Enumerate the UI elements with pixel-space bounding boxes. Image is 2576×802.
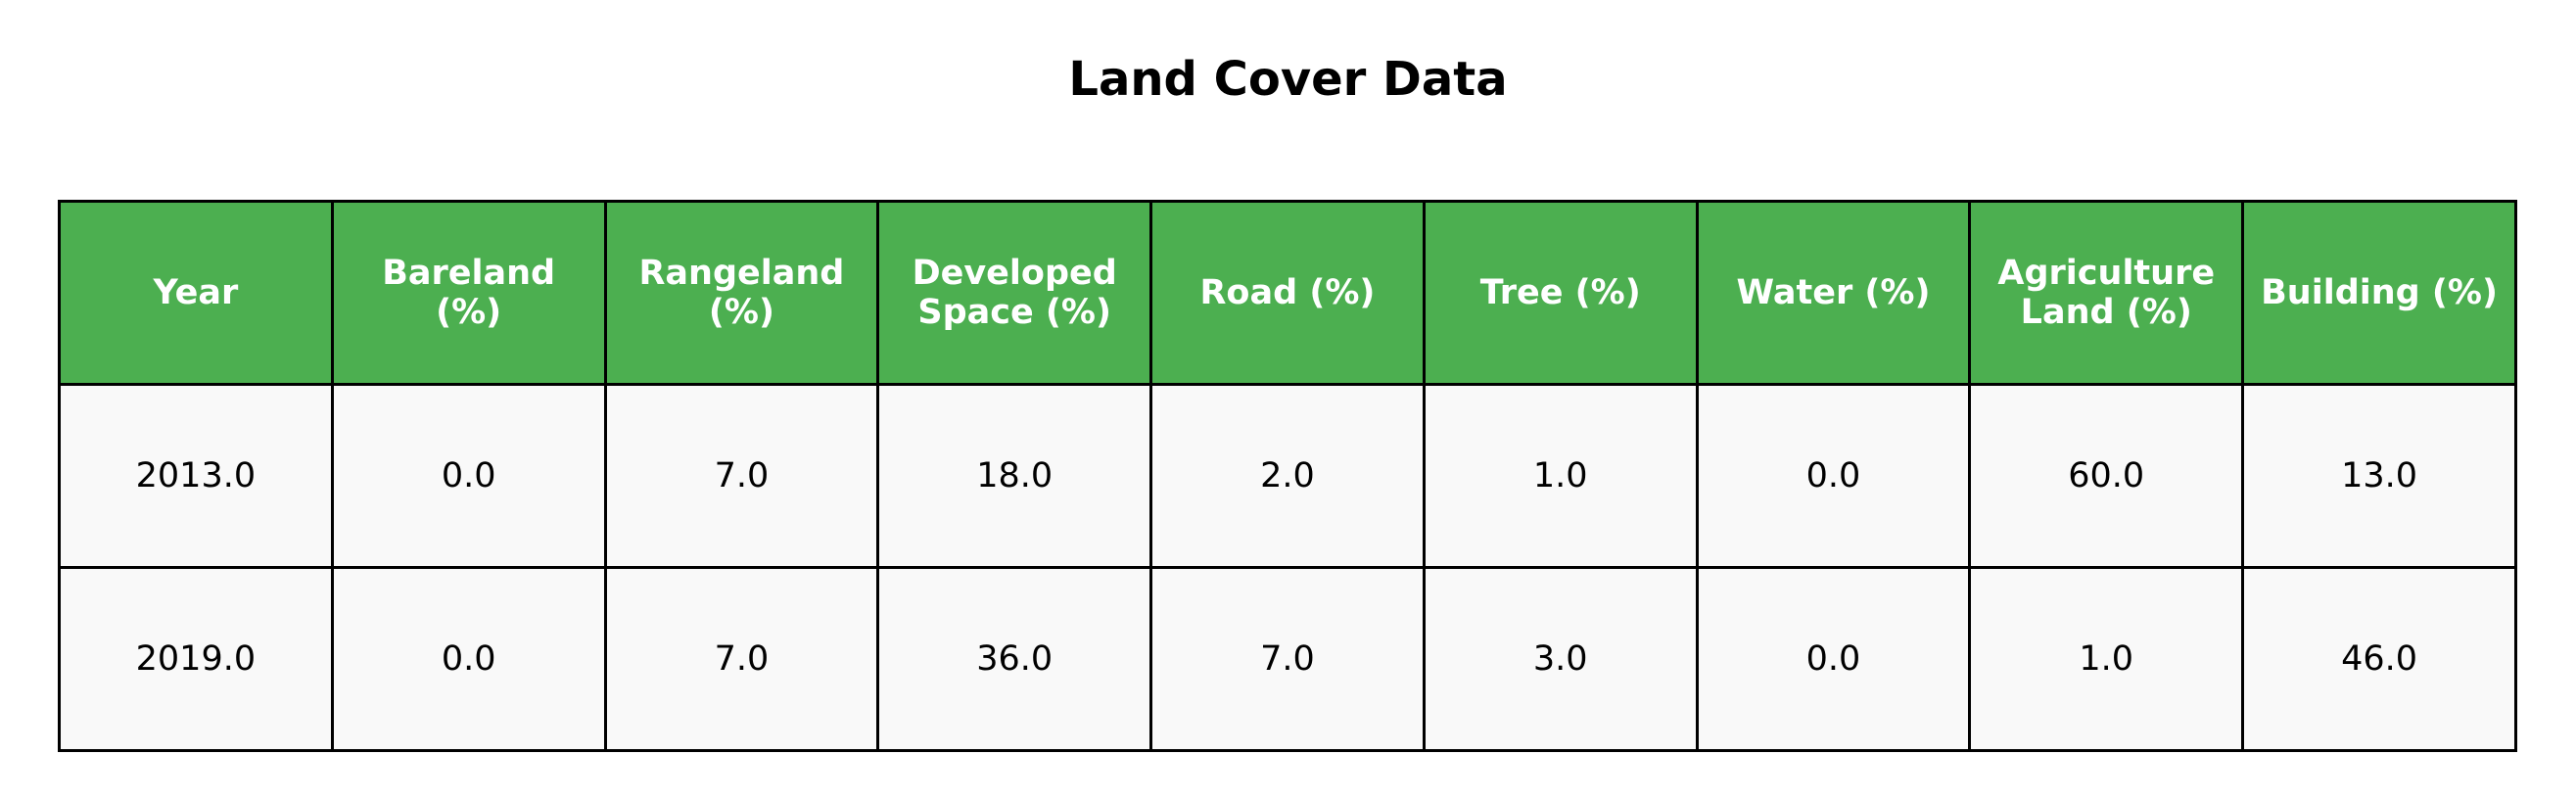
column-header-text: Water (%)	[1736, 273, 1931, 312]
column-header: Water (%)	[1695, 200, 1972, 386]
column-header-text: Road (%)	[1199, 273, 1376, 312]
table-cell: 7.0	[1149, 566, 1426, 752]
table-cell: 2.0	[1149, 383, 1426, 569]
chart-title: Land Cover Data	[1068, 52, 1508, 107]
table-cell: 0.0	[330, 566, 607, 752]
table-cell: 1.0	[1422, 383, 1699, 569]
column-header-text: Bareland	[382, 254, 556, 293]
table-cell: 3.0	[1422, 566, 1699, 752]
table-cell: 1.0	[1968, 566, 2245, 752]
column-header-text: (%)	[436, 293, 502, 332]
column-header-text: Developed	[912, 254, 1117, 293]
table-cell: 2019.0	[58, 566, 334, 752]
column-header-text: Land (%)	[2020, 293, 2192, 332]
column-header: Agriculture Land (%)	[1968, 200, 2245, 386]
column-header-text: Year	[153, 273, 239, 312]
table-cell: 0.0	[1695, 566, 1972, 752]
table-cell: 7.0	[603, 566, 880, 752]
table-cell: 0.0	[330, 383, 607, 569]
table-cell: 46.0	[2241, 566, 2517, 752]
table-cell: 13.0	[2241, 383, 2517, 569]
table-row: 2013.0 0.0 7.0 18.0 2.0 1.0 0.0 60.0 13.0	[58, 383, 2517, 569]
table-cell: 2013.0	[58, 383, 334, 569]
land-cover-table: Year Bareland (%) Rangeland (%) Developed Spac…	[58, 200, 2517, 752]
column-header: Developed Space (%)	[876, 200, 1153, 386]
column-header: Building (%)	[2241, 200, 2517, 386]
column-header: Bareland (%)	[330, 200, 607, 386]
column-header: Tree (%)	[1422, 200, 1699, 386]
table-cell: 36.0	[876, 566, 1153, 752]
table-row: 2019.0 0.0 7.0 36.0 7.0 3.0 0.0 1.0 46.0	[58, 566, 2517, 752]
column-header-text: Agriculture	[1997, 254, 2216, 293]
column-header: Road (%)	[1149, 200, 1426, 386]
table-cell: 18.0	[876, 383, 1153, 569]
table-cell: 60.0	[1968, 383, 2245, 569]
table-body: 2013.0 0.0 7.0 18.0 2.0 1.0 0.0 60.0 13.0 2019.0 0…	[58, 383, 2517, 752]
header-row: Year Bareland (%) Rangeland (%) Developed Spac…	[58, 200, 2517, 386]
column-header: Rangeland (%)	[603, 200, 880, 386]
column-header-text: Tree (%)	[1479, 273, 1641, 312]
table-cell: 7.0	[603, 383, 880, 569]
column-header-text: Rangeland	[638, 254, 845, 293]
table-cell: 0.0	[1695, 383, 1972, 569]
column-header-text: Building (%)	[2261, 273, 2498, 312]
column-header: Year	[58, 200, 334, 386]
column-header-text: Space (%)	[917, 293, 1111, 332]
column-header-text: (%)	[708, 293, 774, 332]
